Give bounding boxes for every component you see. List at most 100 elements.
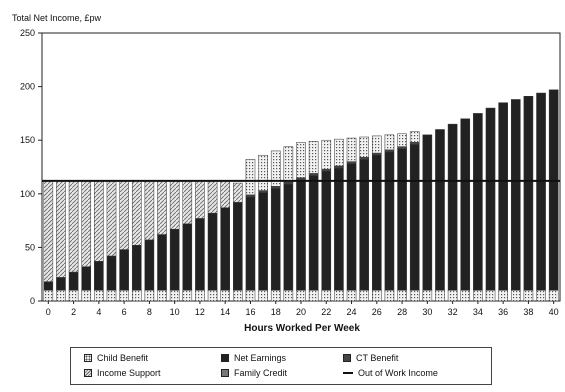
bar-segment-child-benefit <box>220 290 230 302</box>
bar-segment-family-credit <box>245 159 256 196</box>
y-tick-label: 200 <box>20 82 35 92</box>
bar-segment-family-credit <box>283 146 294 183</box>
bar-segment-ct-benefit <box>334 165 344 169</box>
bar-segment-child-benefit <box>334 290 344 302</box>
bars <box>43 89 559 302</box>
x-tick-label: 32 <box>448 307 458 317</box>
bar-segment-net-earnings <box>460 118 471 291</box>
bar-segment-child-benefit <box>397 290 407 302</box>
bar-segment-net-earnings <box>283 183 294 291</box>
bar-segment-child-benefit <box>346 290 357 302</box>
bar-segment-income-support <box>182 180 193 225</box>
bar-segment-net-earnings <box>372 154 382 291</box>
bar-segment-net-earnings <box>220 207 230 291</box>
legend-line-out-of-work-income <box>343 372 353 374</box>
legend-item-net-earnings: Net Earnings <box>221 353 286 363</box>
bar-segment-child-benefit <box>523 290 534 302</box>
legend-item-ct-benefit: CT Benefit <box>343 353 398 363</box>
bar-segment-net-earnings <box>258 192 268 291</box>
bar-segment-ct-benefit <box>270 186 281 189</box>
x-tick-label: 34 <box>473 307 483 317</box>
y-tick-label: 50 <box>25 242 35 252</box>
legend-swatch-income-support <box>84 369 92 377</box>
bar-segment-income-support <box>68 180 79 273</box>
bar-segment-family-credit <box>409 131 420 143</box>
bar-segment-net-earnings <box>435 129 445 291</box>
legend-item-out-of-work-income: Out of Work Income <box>343 368 438 378</box>
bar-segment-ct-benefit <box>296 177 306 181</box>
y-tick-label: 0 <box>30 296 35 306</box>
bar-segment-child-benefit <box>258 290 268 302</box>
x-axis: 0 2 4 6 8 10 12 14 16 18 20 22 24 26 28 30 32 34 36 38 40 <box>46 301 559 317</box>
bar-segment-ct-benefit <box>321 168 332 172</box>
bar-segment-net-earnings <box>233 202 243 291</box>
bar-segment-child-benefit <box>536 290 546 302</box>
bar-segment-child-benefit <box>473 290 483 302</box>
bar-segment-family-credit <box>296 142 306 178</box>
bar-segment-child-benefit <box>485 290 496 302</box>
bar-segment-net-earnings <box>94 261 104 291</box>
bar-segment-child-benefit <box>283 290 294 302</box>
bar-segment-child-benefit <box>81 290 92 302</box>
bar-segment-family-credit <box>372 135 382 154</box>
legend-label-ct-benefit: CT Benefit <box>356 353 399 363</box>
x-tick-label: 22 <box>321 307 331 317</box>
bar-segment-family-credit <box>346 137 357 162</box>
legend-swatch-ct-benefit <box>343 354 351 362</box>
legend-swatch-net-earnings <box>221 354 229 362</box>
bar-segment-net-earnings <box>510 99 521 291</box>
bar-segment-child-benefit <box>119 290 129 302</box>
x-tick-label: 20 <box>296 307 306 317</box>
x-axis-label: Hours Worked Per Week <box>244 323 360 334</box>
bar-segment-ct-benefit <box>346 161 357 165</box>
bar-segment-ct-benefit <box>245 194 256 198</box>
legend-item-family-credit: Family Credit <box>221 368 287 378</box>
bar-segment-child-benefit <box>435 290 445 302</box>
bar-segment-family-credit <box>384 134 395 151</box>
legend-label-income-support: Income Support <box>97 368 161 378</box>
x-tick-label: 14 <box>220 307 230 317</box>
bar-segment-income-support <box>144 180 155 241</box>
bar-segment-net-earnings <box>43 281 54 291</box>
bar-segment-income-support <box>94 180 104 262</box>
x-tick-label: 8 <box>147 307 152 317</box>
bar-segment-net-earnings <box>182 223 193 291</box>
x-tick-label: 38 <box>523 307 533 317</box>
bar-segment-net-earnings <box>473 113 483 291</box>
bar-segment-child-benefit <box>510 290 521 302</box>
legend-label-net-earnings: Net Earnings <box>234 353 287 363</box>
bar-segment-net-earnings <box>207 212 218 291</box>
bar-segment-net-earnings <box>119 249 129 291</box>
bar-segment-child-benefit <box>68 290 79 302</box>
bar-segment-net-earnings <box>81 266 92 291</box>
y-tick-label: 150 <box>20 135 35 145</box>
bar-segment-income-support <box>233 182 243 203</box>
bar-segment-child-benefit <box>56 290 66 302</box>
bar-segment-child-benefit <box>182 290 193 302</box>
x-tick-label: 28 <box>397 307 407 317</box>
legend-swatch-child-benefit <box>84 354 92 362</box>
bar-segment-ct-benefit <box>359 157 369 160</box>
bar-segment-family-credit <box>258 154 268 191</box>
x-tick-label: 16 <box>245 307 255 317</box>
bar-segment-income-support <box>119 180 129 250</box>
bar-segment-child-benefit <box>195 290 205 302</box>
bar-segment-income-support <box>195 180 205 219</box>
bar-segment-income-support <box>106 180 117 257</box>
y-tick-label: 250 <box>20 28 35 38</box>
bar-segment-net-earnings <box>409 144 420 291</box>
bar-segment-net-earnings <box>384 151 395 291</box>
bar-segment-child-benefit <box>245 290 256 302</box>
x-tick-label: 4 <box>96 307 101 317</box>
bar-segment-net-earnings <box>144 239 155 291</box>
x-tick-label: 6 <box>122 307 127 317</box>
bar-segment-child-benefit <box>498 290 508 302</box>
bar-segment-net-earnings <box>56 277 66 291</box>
x-tick-label: 30 <box>422 307 432 317</box>
bar-segment-child-benefit <box>43 290 54 302</box>
bar-segment-child-benefit <box>106 290 117 302</box>
bar-segment-family-credit <box>270 150 281 187</box>
bar-segment-child-benefit <box>460 290 471 302</box>
